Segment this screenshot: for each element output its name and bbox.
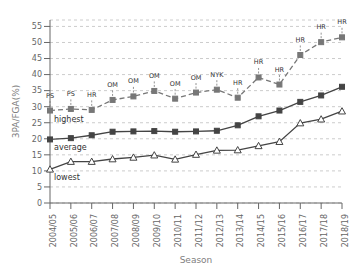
svg-text:HR: HR bbox=[337, 18, 347, 26]
svg-text:lowest: lowest bbox=[54, 173, 80, 182]
svg-text:2006/07: 2006/07 bbox=[90, 214, 99, 247]
svg-text:30: 30 bbox=[32, 103, 42, 112]
svg-text:2007/08: 2007/08 bbox=[111, 214, 120, 247]
svg-text:40: 40 bbox=[32, 70, 42, 79]
svg-text:45: 45 bbox=[32, 54, 42, 63]
svg-text:2010/11: 2010/11 bbox=[174, 214, 183, 247]
svg-text:2004/05: 2004/05 bbox=[49, 214, 58, 247]
svg-text:NYK: NYK bbox=[210, 71, 224, 79]
svg-text:2017/18: 2017/18 bbox=[320, 214, 329, 247]
svg-text:2015/16: 2015/16 bbox=[278, 214, 287, 247]
svg-text:average: average bbox=[54, 143, 87, 152]
svg-text:15: 15 bbox=[32, 151, 42, 160]
svg-text:2011/12: 2011/12 bbox=[195, 214, 204, 247]
svg-text:35: 35 bbox=[32, 86, 42, 95]
svg-text:2008/09: 2008/09 bbox=[132, 214, 141, 247]
svg-text:PS: PS bbox=[46, 92, 54, 100]
svg-text:OM: OM bbox=[191, 74, 202, 82]
svg-text:2009/10: 2009/10 bbox=[153, 214, 162, 247]
svg-text:Season: Season bbox=[180, 255, 213, 263]
svg-text:HR: HR bbox=[87, 91, 97, 99]
svg-text:OM: OM bbox=[107, 81, 118, 89]
svg-text:HR: HR bbox=[296, 36, 306, 44]
svg-text:HR: HR bbox=[275, 66, 285, 74]
svg-text:20: 20 bbox=[32, 135, 42, 144]
svg-text:2013/14: 2013/14 bbox=[236, 214, 245, 247]
svg-text:0: 0 bbox=[37, 199, 42, 208]
svg-text:highest: highest bbox=[54, 115, 84, 124]
svg-text:PS: PS bbox=[67, 90, 75, 98]
svg-text:OM: OM bbox=[170, 80, 181, 88]
svg-text:HR: HR bbox=[254, 58, 264, 66]
svg-text:50: 50 bbox=[32, 38, 42, 47]
svg-text:HR: HR bbox=[316, 23, 326, 31]
svg-text:3PA/FGA(%): 3PA/FGA(%) bbox=[11, 85, 21, 139]
svg-text:5: 5 bbox=[37, 183, 42, 192]
svg-text:2018/19: 2018/19 bbox=[341, 214, 350, 247]
svg-text:55: 55 bbox=[32, 22, 42, 31]
svg-text:10: 10 bbox=[32, 167, 42, 176]
svg-text:OM: OM bbox=[149, 72, 160, 80]
svg-text:2012/13: 2012/13 bbox=[216, 214, 225, 247]
svg-text:HR: HR bbox=[233, 79, 243, 87]
svg-text:2005/06: 2005/06 bbox=[70, 214, 79, 247]
svg-text:2016/17: 2016/17 bbox=[299, 214, 308, 247]
svg-text:25: 25 bbox=[32, 119, 42, 128]
svg-text:2014/15: 2014/15 bbox=[257, 214, 266, 247]
svg-text:OM: OM bbox=[128, 77, 139, 85]
